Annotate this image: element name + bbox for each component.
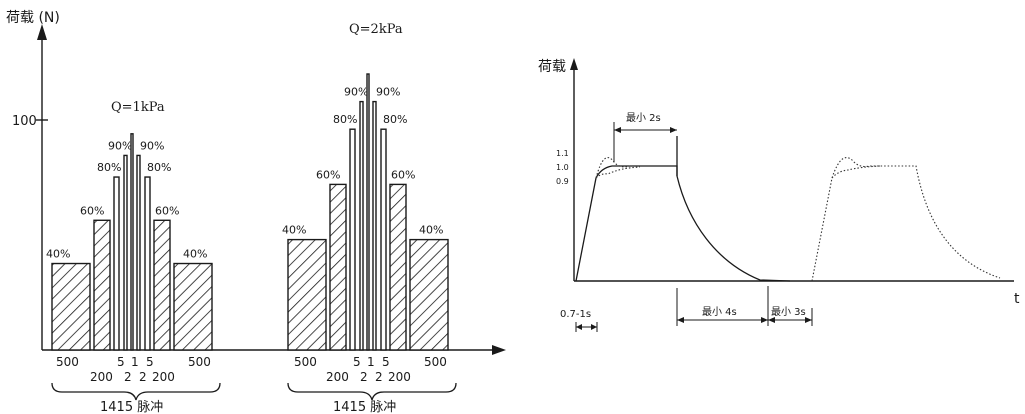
pulse-bar bbox=[51, 262, 91, 351]
pulse-bar bbox=[123, 154, 128, 351]
dim-min4s-label: 最小 4s bbox=[702, 306, 737, 318]
dim-min4s-arrow-left bbox=[677, 317, 684, 323]
dim-rise-arrow-left bbox=[576, 324, 582, 330]
dim-rise-label: 0.7-1s bbox=[560, 309, 591, 320]
group-1-pulse-counts: 500 5 1 5 500 200 2 2 200 bbox=[56, 355, 211, 384]
load-time-diagram: 荷载 t 1.1 1.0 0.9 最小 2s 0.7-1s bbox=[538, 58, 1020, 332]
pulse-bar bbox=[153, 219, 171, 351]
pulse-percent-label: 80% bbox=[383, 113, 407, 126]
pulse-load-chart: 荷载 (N) 100 40% 60% 80% 90% 90% 80% 60% 40% 40% 6… bbox=[6, 10, 506, 414]
pulse-percent-label: 80% bbox=[333, 113, 357, 126]
pulse-percent-label: 90% bbox=[344, 86, 368, 99]
count-label: 5 bbox=[146, 355, 154, 369]
load-curve-overshoot bbox=[595, 157, 631, 179]
pulse-percent-label: 80% bbox=[97, 161, 121, 174]
group-2-q-label: Q=2kPa bbox=[349, 22, 403, 37]
count-label: 500 bbox=[188, 355, 211, 369]
right-y-axis-arrow bbox=[570, 58, 578, 70]
pulse-bar bbox=[380, 128, 387, 351]
dim-min2s-arrow-left bbox=[614, 127, 621, 133]
pulse-percent-label: 60% bbox=[391, 168, 415, 181]
pulse-percent-label: 40% bbox=[419, 224, 443, 237]
right-y-axis-label: 荷载 bbox=[538, 59, 566, 75]
pulse-percent-label: 60% bbox=[316, 168, 340, 181]
count-label: 2 bbox=[360, 370, 368, 384]
count-label: 200 bbox=[388, 370, 411, 384]
pulse-bar bbox=[144, 176, 151, 351]
count-label: 500 bbox=[424, 355, 447, 369]
pulse-bar bbox=[113, 176, 120, 351]
pulse-bar bbox=[349, 128, 356, 351]
load-curve-solid bbox=[575, 165, 791, 282]
right-x-axis-label: t bbox=[1014, 291, 1020, 307]
pulse-bar bbox=[409, 238, 449, 351]
dim-min3s-arrow-right bbox=[805, 317, 812, 323]
group-1-q-label: Q=1kPa bbox=[111, 100, 165, 115]
count-label: 200 bbox=[152, 370, 175, 384]
count-label: 5 bbox=[117, 355, 125, 369]
group-1-brace bbox=[51, 382, 221, 401]
group-2-brace bbox=[287, 382, 457, 401]
left-y-axis-arrow bbox=[37, 24, 47, 40]
count-label: 5 bbox=[353, 355, 361, 369]
pulse-bar bbox=[173, 262, 213, 351]
count-label: 2 bbox=[124, 370, 132, 384]
pulse-percent-label: 40% bbox=[183, 248, 207, 261]
group-2-pulse-counts: 500 5 1 5 500 200 2 2 200 bbox=[294, 355, 447, 384]
count-label: 500 bbox=[294, 355, 317, 369]
count-label: 200 bbox=[90, 370, 113, 384]
pulse-percent-label: 90% bbox=[376, 86, 400, 99]
pulse-percent-label: 40% bbox=[282, 224, 306, 237]
count-label: 1 bbox=[367, 355, 375, 369]
pulse-bar bbox=[372, 100, 377, 351]
count-label: 5 bbox=[382, 355, 390, 369]
pulse-group-1: 40% 60% 80% 90% 90% 80% 60% 40% bbox=[46, 133, 213, 351]
dim-min4s-arrow-right bbox=[761, 317, 768, 323]
pulse-bar bbox=[136, 154, 141, 351]
pulse-percent-label: 90% bbox=[108, 139, 132, 152]
y-tick-label: 0.9 bbox=[556, 177, 569, 186]
pulse-bar bbox=[359, 100, 364, 351]
pulse-bar bbox=[287, 238, 327, 351]
count-label: 500 bbox=[56, 355, 79, 369]
pulse-bar bbox=[366, 73, 370, 351]
group-1-caption: 1415 脉冲 bbox=[100, 400, 163, 414]
count-label: 2 bbox=[139, 370, 147, 384]
load-curve-second-pulse bbox=[811, 157, 1001, 282]
pulse-bar bbox=[329, 183, 347, 351]
pulse-group-2: 40% 60% 80% 90% 90% 80% 60% 40% bbox=[282, 73, 449, 351]
pulse-bar bbox=[93, 219, 111, 351]
pulse-percent-label: 80% bbox=[147, 161, 171, 174]
dim-min3s-label: 最小 3s bbox=[771, 306, 806, 318]
left-y-axis-label: 荷载 (N) bbox=[6, 10, 60, 26]
left-x-axis-arrow bbox=[492, 345, 506, 355]
dim-min3s-arrow-left bbox=[768, 317, 775, 323]
count-label: 2 bbox=[375, 370, 383, 384]
load-curve-second-pulse-lower bbox=[831, 165, 881, 179]
count-label: 200 bbox=[326, 370, 349, 384]
pulse-percent-label: 60% bbox=[155, 204, 179, 217]
dim-min2s-arrow-right bbox=[670, 127, 677, 133]
left-y-tick-label-100: 100 bbox=[12, 114, 37, 129]
count-label: 1 bbox=[131, 355, 139, 369]
pulse-percent-label: 90% bbox=[140, 139, 164, 152]
pulse-percent-label: 60% bbox=[80, 204, 104, 217]
y-tick-label: 1.1 bbox=[556, 149, 569, 158]
load-curve-undershoot bbox=[595, 166, 641, 179]
pulse-bar bbox=[130, 133, 134, 351]
group-2-caption: 1415 脉冲 bbox=[333, 400, 396, 414]
pulse-bar bbox=[389, 183, 407, 351]
dim-rise-arrow-right bbox=[591, 324, 597, 330]
dim-min2s-label: 最小 2s bbox=[626, 112, 661, 124]
y-tick-label: 1.0 bbox=[556, 163, 569, 172]
pulse-percent-label: 40% bbox=[46, 248, 70, 261]
